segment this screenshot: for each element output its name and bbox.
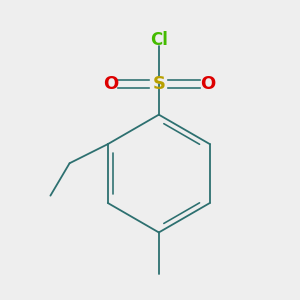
Text: S: S — [152, 75, 165, 93]
Text: O: O — [103, 75, 118, 93]
Text: Cl: Cl — [150, 31, 168, 49]
Text: O: O — [200, 75, 215, 93]
